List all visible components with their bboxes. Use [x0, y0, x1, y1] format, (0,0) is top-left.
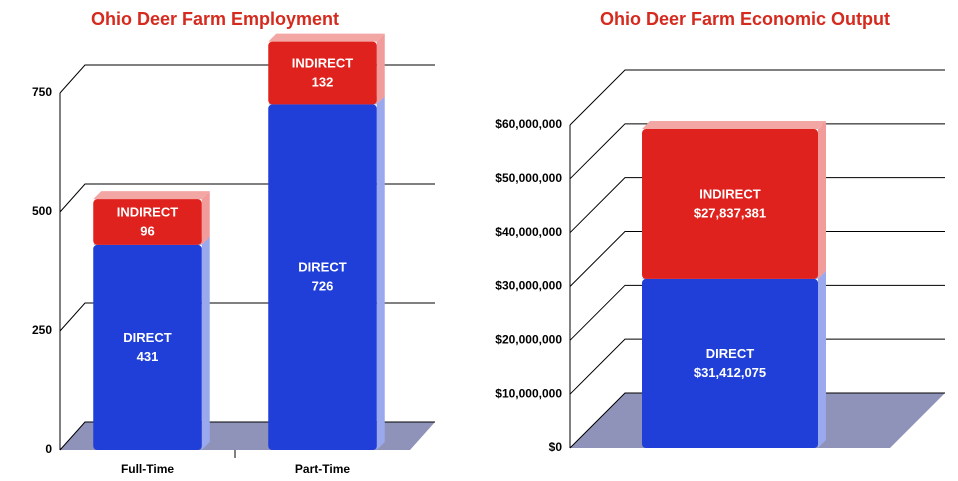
grid-line — [569, 231, 945, 287]
bar — [642, 278, 818, 448]
y-tick-label: $60,000,000 — [495, 117, 562, 131]
bar-value-label: 431 — [137, 349, 159, 364]
bar-side — [376, 33, 385, 105]
y-tick-label: $10,000,000 — [495, 386, 562, 400]
y-tick-label: 500 — [32, 204, 52, 218]
bar — [93, 199, 202, 245]
grid-line — [569, 69, 945, 126]
bar-series-label: INDIRECT — [292, 55, 353, 70]
chart-title: Ohio Deer Farm Employment — [91, 9, 339, 29]
bar — [268, 104, 377, 450]
bar-top — [93, 191, 210, 200]
bar — [93, 244, 202, 450]
bar-series-label: INDIRECT — [117, 204, 178, 219]
bar-side — [818, 270, 826, 448]
bar-value-label: 96 — [140, 223, 154, 238]
bar — [642, 129, 818, 279]
bar-value-label: 726 — [312, 279, 334, 294]
grid-line — [569, 177, 945, 234]
bar-value-label: 132 — [312, 74, 334, 89]
y-tick-label: $20,000,000 — [495, 333, 562, 347]
y-tick-label: $50,000,000 — [495, 171, 562, 185]
bar-value-label: $27,837,381 — [694, 205, 766, 220]
y-tick-label: 750 — [32, 85, 52, 99]
bar-side — [376, 96, 385, 450]
y-tick-label: 250 — [32, 323, 52, 337]
bar-side — [201, 236, 210, 450]
bar-series-label: DIRECT — [298, 260, 346, 275]
bar-series-label: DIRECT — [706, 346, 754, 361]
bar-side — [818, 121, 826, 279]
bar-value-label: $31,412,075 — [694, 365, 766, 380]
bar-segment — [268, 33, 385, 105]
bar-top — [642, 121, 826, 130]
y-tick-label: $30,000,000 — [495, 279, 562, 293]
bar — [268, 41, 377, 105]
grid-line — [569, 338, 945, 395]
y-tick-label: $0 — [549, 440, 563, 454]
bar-series-label: DIRECT — [123, 330, 171, 345]
x-tick-label: Full-Time — [121, 462, 174, 476]
grid-line — [569, 284, 945, 341]
x-tick-label: Part-Time — [295, 462, 350, 476]
chart-title: Ohio Deer Farm Economic Output — [600, 9, 890, 29]
bar-segment — [642, 121, 826, 279]
y-tick-label: 0 — [45, 442, 52, 456]
bar-segment — [93, 191, 210, 245]
y-tick-label: $40,000,000 — [495, 225, 562, 239]
bar-side — [201, 191, 210, 245]
bar-top — [268, 33, 385, 42]
grid-line — [569, 392, 945, 449]
bar-series-label: INDIRECT — [699, 186, 760, 201]
grid-line — [569, 123, 945, 180]
